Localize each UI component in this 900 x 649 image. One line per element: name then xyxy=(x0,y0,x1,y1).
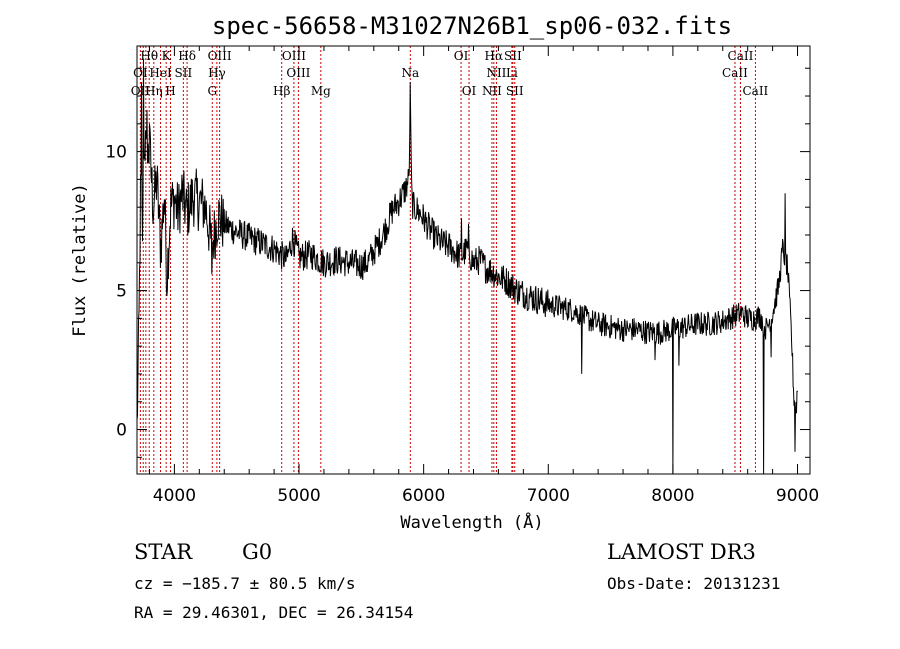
x-tick-label: 4000 xyxy=(153,486,196,506)
x-tick-label: 8000 xyxy=(651,486,694,506)
coords-label: RA = 29.46301, DEC = 26.34154 xyxy=(134,603,414,622)
line-label: OIII xyxy=(286,66,310,80)
line-label: Hδ xyxy=(178,49,196,63)
line-label: SII xyxy=(504,49,522,63)
y-tick-label: 5 xyxy=(116,282,127,302)
line-label: OI xyxy=(454,49,469,63)
line-label: SII xyxy=(506,84,524,98)
line-label: SII xyxy=(175,66,193,80)
line-label: Mg xyxy=(311,84,331,98)
x-tick-label: 7000 xyxy=(527,486,570,506)
line-label: Hβ xyxy=(273,84,290,98)
x-tick-label: 5000 xyxy=(277,486,320,506)
line-label: Hη xyxy=(145,84,163,98)
line-label: K xyxy=(162,49,172,63)
line-label: OII xyxy=(131,84,151,98)
survey-label: LAMOST DR3 xyxy=(607,540,756,564)
line-label: Na xyxy=(401,66,419,80)
x-tick-label: 6000 xyxy=(402,486,445,506)
series-layer xyxy=(136,59,798,475)
chart-title: spec-56658-M31027N26B1_sp06-032.fits xyxy=(212,12,732,40)
line-label: Hα xyxy=(485,49,504,63)
line-label: OI xyxy=(462,84,477,98)
x-axis-label: Wavelength (Å) xyxy=(400,511,543,533)
line-marker-layer xyxy=(139,46,756,474)
line-label: OI xyxy=(133,66,148,80)
line-label: NII xyxy=(482,84,502,98)
line-label: NII xyxy=(486,66,506,80)
spectrum-line xyxy=(136,59,798,475)
line-label: CaII xyxy=(722,66,748,80)
line-label: CaII xyxy=(742,84,768,98)
y-tick-label: 0 xyxy=(116,421,127,441)
line-label: OIII xyxy=(282,49,306,63)
line-label: HeI xyxy=(149,66,172,80)
line-label: Li xyxy=(506,66,518,80)
subclass-label: G0 xyxy=(242,540,273,564)
line-label: G xyxy=(207,84,217,98)
line-label: Hγ xyxy=(208,66,226,80)
line-label: H xyxy=(165,84,175,98)
line-label: Hθ xyxy=(140,49,158,63)
y-tick-label: 10 xyxy=(105,143,127,163)
redshift-label: cz = −185.7 ± 80.5 km/s xyxy=(134,574,356,593)
obs-date-label: Obs-Date: 20131231 xyxy=(607,574,781,593)
line-label: OIII xyxy=(208,49,232,63)
x-tick-label: 9000 xyxy=(776,486,819,506)
class-label: STAR xyxy=(134,540,193,564)
tick-layer: 4000 5000 6000 7000 8000 9000 0 5 10 xyxy=(105,46,819,506)
y-axis-label: Flux (relative) xyxy=(70,183,90,337)
line-label: CaII xyxy=(728,49,754,63)
